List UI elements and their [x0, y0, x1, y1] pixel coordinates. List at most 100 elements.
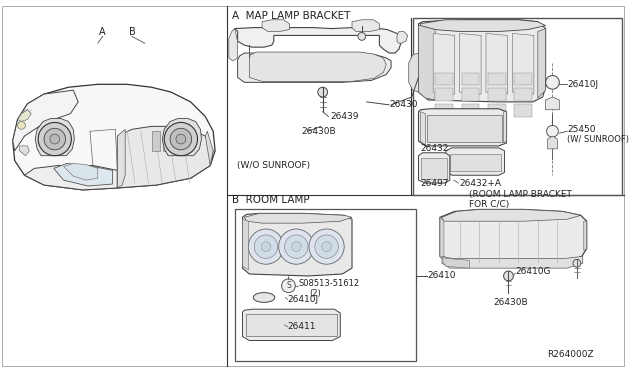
Text: 26430B: 26430B [301, 127, 336, 136]
Bar [461, 88, 479, 101]
Polygon shape [440, 209, 587, 266]
Polygon shape [433, 33, 454, 94]
Circle shape [176, 134, 186, 144]
Polygon shape [513, 33, 534, 94]
Circle shape [291, 242, 301, 251]
Bar [515, 104, 532, 116]
Circle shape [261, 242, 271, 251]
Polygon shape [420, 112, 426, 145]
Circle shape [18, 122, 26, 129]
Polygon shape [24, 166, 117, 190]
Text: 26497: 26497 [420, 179, 449, 187]
Text: S: S [286, 281, 291, 290]
Polygon shape [442, 209, 581, 221]
Circle shape [278, 229, 314, 264]
Circle shape [504, 271, 513, 281]
Circle shape [358, 32, 365, 40]
Bar [435, 104, 452, 116]
Text: (ROOM LAMP BRACKET
FOR C/C): (ROOM LAMP BRACKET FOR C/C) [469, 190, 572, 209]
Circle shape [318, 87, 328, 97]
Ellipse shape [253, 293, 275, 302]
Bar [163, 131, 172, 151]
Circle shape [44, 128, 65, 150]
Polygon shape [244, 214, 352, 223]
Polygon shape [13, 84, 215, 190]
Bar [413, 18, 622, 195]
Polygon shape [250, 45, 386, 81]
Text: B  ROOM LAMP: B ROOM LAMP [232, 195, 309, 205]
Polygon shape [440, 217, 444, 260]
Circle shape [282, 279, 295, 293]
Polygon shape [20, 146, 29, 156]
Bar [450, 154, 500, 171]
Text: (W/O SUNROOF): (W/O SUNROOF) [237, 161, 310, 170]
Polygon shape [419, 153, 450, 183]
Polygon shape [548, 136, 557, 149]
Bar [515, 73, 532, 85]
Polygon shape [538, 29, 546, 98]
Circle shape [315, 235, 339, 259]
Circle shape [309, 229, 344, 264]
Text: (2): (2) [309, 289, 321, 298]
Polygon shape [419, 26, 435, 100]
Polygon shape [486, 33, 508, 94]
Text: B: B [129, 26, 136, 36]
Bar [421, 158, 447, 179]
Text: 26430: 26430 [389, 100, 418, 109]
Polygon shape [117, 129, 125, 188]
Bar [187, 131, 196, 151]
Circle shape [573, 259, 581, 267]
Polygon shape [13, 90, 78, 151]
Text: 26410J: 26410J [287, 295, 319, 304]
Polygon shape [243, 309, 340, 340]
Polygon shape [420, 20, 546, 32]
Polygon shape [262, 20, 289, 32]
Text: 25450: 25450 [567, 125, 596, 134]
Polygon shape [54, 164, 113, 186]
Bar [461, 73, 479, 85]
Polygon shape [442, 256, 583, 268]
Circle shape [50, 134, 60, 144]
Bar [235, 209, 415, 361]
Polygon shape [35, 119, 74, 156]
Text: (W/ SUNROOF): (W/ SUNROOF) [567, 135, 629, 144]
Bar [435, 88, 452, 101]
Polygon shape [63, 164, 98, 180]
Circle shape [170, 128, 191, 150]
Bar [175, 131, 184, 151]
Polygon shape [419, 20, 546, 102]
Polygon shape [237, 53, 391, 82]
Polygon shape [584, 221, 587, 250]
Text: 26411: 26411 [287, 322, 316, 331]
Bar [488, 73, 506, 85]
Text: 26410: 26410 [428, 272, 456, 280]
Text: R264000Z: R264000Z [548, 350, 594, 359]
Polygon shape [504, 112, 506, 143]
Polygon shape [419, 109, 506, 146]
Text: 26410G: 26410G [515, 267, 551, 276]
Polygon shape [18, 110, 31, 122]
Circle shape [248, 229, 284, 264]
Polygon shape [117, 126, 213, 188]
Circle shape [322, 242, 332, 251]
Bar [488, 104, 506, 116]
Text: S08513-51612: S08513-51612 [298, 279, 359, 288]
Polygon shape [546, 97, 559, 110]
Polygon shape [205, 131, 213, 166]
Bar [488, 88, 506, 101]
Polygon shape [446, 148, 504, 175]
Circle shape [38, 122, 72, 156]
Text: A: A [99, 26, 106, 36]
Bar [152, 131, 161, 151]
Polygon shape [443, 256, 469, 268]
Circle shape [254, 235, 278, 259]
Text: 26432: 26432 [420, 144, 449, 153]
Polygon shape [243, 219, 248, 270]
Text: 26430B: 26430B [494, 298, 529, 307]
Bar [435, 73, 452, 85]
Text: 26410J: 26410J [567, 80, 598, 89]
Bar [246, 314, 337, 336]
Bar [428, 115, 502, 142]
Text: 26432+A: 26432+A [460, 179, 502, 187]
Circle shape [547, 125, 558, 137]
